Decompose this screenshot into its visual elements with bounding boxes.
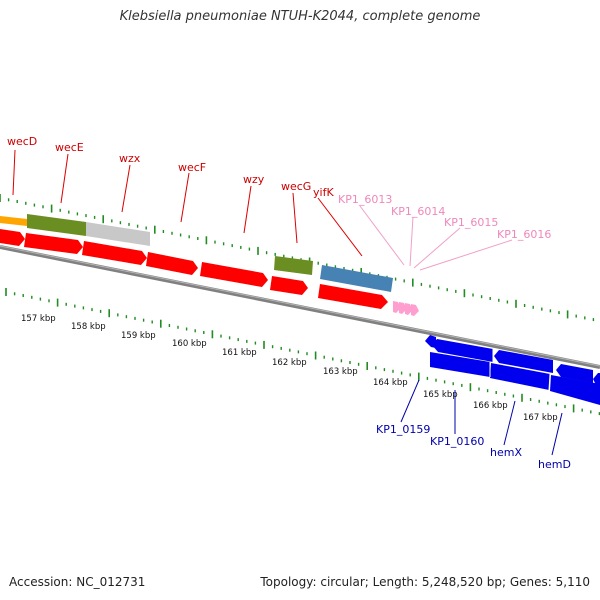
scale-label: 166 kbp — [473, 401, 508, 411]
scale-label: 165 kbp — [423, 390, 458, 400]
gene-arrow-hemD-start — [593, 373, 600, 386]
gene-arrow-wzy — [200, 262, 268, 287]
reverse-bar-dividers — [489, 349, 551, 391]
gene-label-KP1-6016: KP1_6016 — [497, 228, 551, 241]
scale-label: 161 kbp — [222, 348, 257, 358]
reverse-label-connectors — [400, 379, 563, 456]
map-title: Klebsiella pneumoniae NTUH-K2044, comple… — [119, 9, 481, 24]
cds-bar-wecG-green — [274, 256, 313, 275]
trna-marker — [411, 304, 419, 316]
gene-bar-reverse-2 — [490, 363, 550, 390]
gene-arrow-KP1-0160 — [494, 350, 553, 373]
gene-label-wecF: wecF — [178, 161, 206, 174]
connector-wecG — [292, 192, 298, 244]
gene-bar-reverse-1 — [430, 352, 490, 377]
scale-label: 164 kbp — [373, 378, 408, 388]
gene-arrow-wecD — [0, 229, 25, 246]
gene-arrow-wecE — [24, 233, 83, 254]
gene-label-hemD: hemD — [538, 458, 571, 471]
cds-bar-wecE-green — [27, 214, 86, 236]
gene-label-wzx: wzx — [119, 152, 141, 165]
trna-gene-labels: KP1_6013 KP1_6014 KP1_6015 KP1_6016 — [338, 193, 551, 241]
gene-bar-reverse-3 — [550, 375, 600, 405]
genome-backbone — [0, 245, 600, 369]
connector-KP1-6016 — [419, 239, 513, 271]
genome-backbone-highlight — [0, 245, 600, 367]
connector-wzx — [121, 164, 131, 213]
pink-label-connectors — [359, 205, 513, 271]
connector-hemX — [503, 400, 516, 446]
forward-gene-labels: wecD wecE wzx wecF wzy wecG yifK — [7, 135, 334, 199]
gene-arrow-wecG — [270, 276, 308, 295]
trna-markers — [393, 301, 419, 316]
connector-wecD — [12, 149, 16, 196]
gene-arrow-yifK — [318, 284, 388, 309]
bar-divider — [548, 373, 551, 391]
lower-tick-row — [5, 288, 600, 416]
scale-label: 158 kbp — [71, 322, 106, 332]
connector-KP1-6015 — [413, 227, 461, 269]
cds-bar-wzx-gray — [86, 222, 150, 246]
gene-label-KP1-6013: KP1_6013 — [338, 193, 392, 206]
connector-wzy — [243, 185, 252, 234]
gene-arrow-wzx — [82, 241, 147, 265]
scale-label: 157 kbp — [21, 314, 56, 324]
scale-label: 159 kbp — [121, 331, 156, 341]
reverse-gene-labels: KP1_0159 KP1_0160 hemX hemD — [376, 423, 571, 471]
gene-label-wzy: wzy — [243, 173, 265, 186]
gene-label-KP1-6014: KP1_6014 — [391, 205, 445, 218]
gene-label-hemX: hemX — [490, 446, 522, 459]
cds-bar-yifK-steelblue — [320, 265, 393, 292]
connector-KP1-6014 — [409, 216, 414, 267]
accession-text: Accession: NC_012731 — [9, 575, 146, 589]
connector-KP1-0159 — [400, 379, 420, 423]
scale-label: 167 kbp — [523, 413, 558, 423]
gene-label-KP1-0160: KP1_0160 — [430, 435, 484, 448]
forward-label-connectors — [12, 149, 363, 257]
scale-labels: 157 kbp 158 kbp 159 kbp 160 kbp 161 kbp … — [21, 314, 558, 423]
connector-wecF — [180, 172, 190, 223]
connector-hemD — [551, 412, 563, 456]
gene-label-wecE: wecE — [55, 141, 84, 154]
gene-label-yifK: yifK — [313, 186, 334, 199]
connector-KP1-6013 — [359, 205, 405, 266]
gene-arrow-hemX — [556, 364, 593, 383]
cds-bar-orange — [0, 216, 27, 226]
topology-info-text: Topology: circular; Length: 5,248,520 bp… — [260, 575, 590, 589]
connector-yifK — [317, 197, 363, 257]
gene-label-KP1-0159: KP1_0159 — [376, 423, 430, 436]
gene-arrow-wecF — [146, 252, 198, 275]
gene-label-wecD: wecD — [7, 135, 37, 148]
scale-label: 162 kbp — [272, 358, 307, 368]
gene-label-KP1-6015: KP1_6015 — [444, 216, 498, 229]
scale-label: 163 kbp — [323, 367, 358, 377]
gene-label-wecG: wecG — [281, 180, 311, 193]
gene-arrow-KP1-0159 — [432, 339, 493, 362]
connector-wecE — [60, 153, 69, 204]
upper-tick-row — [0, 194, 595, 322]
scale-label: 160 kbp — [172, 339, 207, 349]
